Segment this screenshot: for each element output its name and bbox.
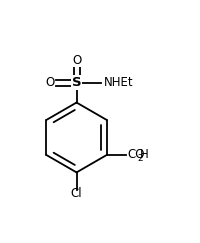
Text: Cl: Cl [70, 187, 82, 200]
Text: H: H [140, 148, 148, 161]
Text: NHEt: NHEt [103, 76, 132, 89]
Text: CO: CO [127, 148, 145, 161]
Text: O: O [45, 76, 55, 89]
Text: 2: 2 [136, 154, 142, 163]
Text: O: O [72, 54, 81, 67]
Text: S: S [71, 76, 81, 89]
